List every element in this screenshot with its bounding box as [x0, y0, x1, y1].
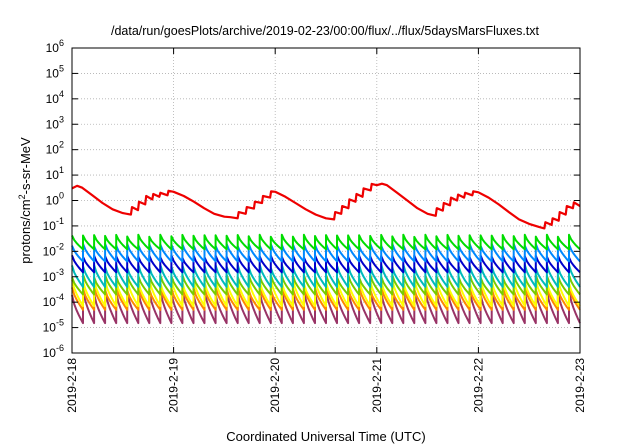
y-tick-base: 10: [46, 66, 60, 80]
x-tick-label: 2019-2-20: [268, 358, 282, 413]
y-axis-label-suffix: -s-sr-MeV: [18, 137, 33, 194]
y-tick-label: 106: [46, 38, 64, 55]
y-tick-base: 10: [46, 41, 60, 55]
y-tick-label: 100: [46, 191, 64, 208]
y-tick-exponent: -5: [56, 318, 64, 328]
y-tick-label: 101: [46, 165, 64, 182]
y-tick-exponent: -4: [56, 292, 64, 302]
y-tick-base: 10: [46, 117, 60, 131]
y-tick-base: 10: [43, 219, 57, 233]
y-tick-label: 102: [46, 140, 64, 157]
y-tick-label: 10-1: [43, 216, 64, 233]
y-tick-base: 10: [43, 295, 57, 309]
y-tick-exponent: -2: [56, 241, 64, 251]
x-tick-label: 2019-2-22: [471, 358, 485, 413]
chart-title: /data/run/goesPlots/archive/2019-02-23/0…: [111, 24, 540, 38]
y-tick-exponent: -1: [56, 216, 64, 226]
y-tick-base: 10: [46, 143, 60, 157]
x-tick-label: 2019-2-19: [167, 358, 181, 413]
y-tick-label: 105: [46, 63, 64, 80]
y-tick-exponent: -6: [56, 343, 64, 353]
flux-series-line: [71, 263, 581, 288]
y-tick-label: 10-2: [43, 241, 64, 258]
x-tick-label: 2019-2-23: [573, 358, 587, 413]
y-axis-ticks: 10-610-510-410-310-210-11001011021031041…: [43, 38, 580, 360]
y-tick-base: 10: [43, 321, 57, 335]
y-axis-label: protons/cm2-s-sr-MeV: [17, 137, 33, 264]
x-axis-label: Coordinated Universal Time (UTC): [226, 429, 425, 444]
y-tick-base: 10: [43, 270, 57, 284]
flux-series-line: [71, 233, 581, 251]
y-axis-label-prefix: protons/cm: [18, 199, 33, 263]
y-tick-label: 10-6: [43, 343, 64, 360]
y-tick-exponent: 6: [59, 38, 64, 48]
y-tick-label: 10-5: [43, 318, 64, 335]
y-tick-exponent: 5: [59, 63, 64, 73]
y-tick-exponent: 2: [59, 140, 64, 150]
y-tick-base: 10: [46, 194, 60, 208]
y-tick-exponent: -3: [56, 267, 64, 277]
x-axis-ticks: 2019-2-18 2019-2-19 2019-2-20 2019-2-21 2019…: [65, 48, 587, 413]
y-tick-exponent: 3: [59, 114, 64, 124]
y-axis-label-superscript: 2: [17, 194, 27, 199]
y-tick-base: 10: [46, 168, 60, 182]
y-tick-exponent: 1: [59, 165, 64, 175]
y-tick-base: 10: [43, 244, 57, 258]
x-tick-label: 2019-2-21: [370, 358, 384, 413]
series-lines: [71, 182, 581, 325]
y-tick-label: 10-4: [43, 292, 64, 309]
y-tick-label: 103: [46, 114, 64, 131]
y-tick-base: 10: [43, 346, 57, 360]
y-tick-exponent: 0: [59, 191, 64, 201]
flux-series-line-red: [71, 182, 581, 230]
y-tick-label: 104: [46, 89, 64, 106]
flux-series-line: [71, 254, 581, 274]
x-tick-label: 2019-2-18: [65, 358, 79, 413]
y-tick-base: 10: [46, 92, 60, 106]
y-tick-label: 10-3: [43, 267, 64, 284]
y-tick-exponent: 4: [59, 89, 64, 99]
flux-series-line: [71, 242, 581, 263]
